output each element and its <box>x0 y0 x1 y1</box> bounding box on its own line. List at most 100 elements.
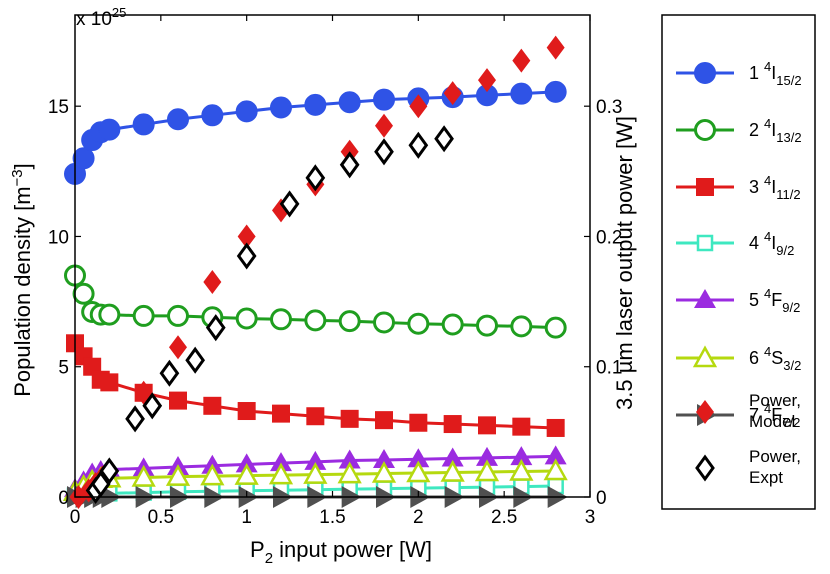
power-expt-point <box>185 346 206 374</box>
series-2-point <box>132 304 155 327</box>
power-model-point <box>409 94 428 119</box>
power-expt-point <box>279 190 300 218</box>
series-2-point <box>270 308 292 331</box>
power-expt-point <box>205 314 226 342</box>
series-3-point <box>375 411 393 430</box>
legend-entry-4: 4 4I9/2 <box>676 229 794 258</box>
series-6-point <box>303 462 328 484</box>
legend-marker <box>692 345 718 368</box>
series-1-point <box>373 88 395 111</box>
series-3-point <box>512 417 531 436</box>
y-right-label: 3.5 µm laser output power [W] <box>612 116 637 410</box>
y-right-tick-label: 0.1 <box>596 358 622 379</box>
x-tick-label: 1.5 <box>319 507 345 528</box>
series-5-point <box>544 445 567 465</box>
power-model-point <box>375 113 393 138</box>
series-6-point <box>474 459 500 482</box>
power-model-point <box>478 68 496 93</box>
legend-label: 5 4F9/2 <box>749 286 800 315</box>
power-expt-point <box>99 457 120 485</box>
legend-label-line1: Power, <box>749 447 801 466</box>
series-5-point <box>373 449 395 469</box>
legend-label: 1 4I15/2 <box>749 59 802 88</box>
series-6-point <box>509 458 534 481</box>
power-model-point <box>237 224 256 249</box>
legend-marker <box>694 289 716 308</box>
series-6-point <box>406 460 431 483</box>
x-tick-label: 1 <box>241 507 252 528</box>
power-model-point <box>546 35 565 60</box>
x-tick-label: 0 <box>70 507 81 528</box>
power-expt-point <box>125 405 145 433</box>
power-model-point <box>203 270 222 295</box>
series-6-point <box>371 460 397 483</box>
series-6-point <box>268 462 294 485</box>
series-6-point <box>543 458 568 481</box>
exponent-label: x 1025 <box>76 5 126 30</box>
legend-marker <box>696 234 714 252</box>
power-expt-point <box>339 151 360 179</box>
power-expt-series <box>85 125 454 505</box>
legend-label-line1: Power, <box>749 391 801 410</box>
power-expt-point <box>305 164 326 192</box>
power-expt-point <box>374 138 394 166</box>
x-tick-label: 0.5 <box>148 507 174 528</box>
legend-label: 2 4I13/2 <box>749 116 802 145</box>
series-1-point <box>270 96 292 119</box>
power-model-point <box>512 48 531 73</box>
y-right-tick-label: 0.2 <box>596 227 622 248</box>
y-left-label: Population density [m−3] <box>9 163 35 397</box>
series-2-point <box>98 303 121 326</box>
series-2-point <box>544 316 567 339</box>
series-1-point <box>98 118 121 141</box>
legend-entry-5: 5 4F9/2 <box>676 286 800 315</box>
legend-label: 4 4I9/2 <box>749 229 794 258</box>
legend-entry-2: 2 4I13/2 <box>676 116 802 145</box>
series-5-point <box>235 453 258 473</box>
legend-marker <box>694 62 716 84</box>
legend-label: 7 4F7/2 <box>749 401 800 430</box>
series-3-point <box>203 396 222 415</box>
y-left-tick-label: 5 <box>58 358 69 379</box>
series-3-point <box>306 407 325 426</box>
series-3-point <box>169 391 187 410</box>
series-3-point <box>272 404 290 423</box>
series-2-point <box>373 311 395 334</box>
legend-label: 6 4S3/2 <box>749 344 801 373</box>
x-tick-label: 2 <box>413 507 424 528</box>
x-tick-label: 2.5 <box>491 507 517 528</box>
power-expt-point <box>408 131 429 159</box>
series-2-point <box>72 282 95 305</box>
series-2-point <box>510 315 533 338</box>
series-6-point <box>234 463 259 485</box>
series-5-point <box>407 448 430 468</box>
legend-marker <box>696 400 714 424</box>
series-1-point <box>510 82 533 105</box>
series-1-point <box>235 100 258 123</box>
power-expt-point <box>236 242 257 270</box>
series-3-point <box>100 373 119 392</box>
power-expt-point <box>434 125 454 153</box>
power-model-point <box>443 81 462 106</box>
series-1-point <box>201 104 224 127</box>
series-6-point <box>165 464 191 486</box>
legend-entry-power-model: Power, Model <box>696 391 801 431</box>
series-6-point <box>440 459 465 482</box>
legend: 1 4I15/2 2 4I13/2 3 4I11/2 4 4I9/2 5 4F9/2 6 … <box>661 14 816 510</box>
series-2-point <box>304 309 327 332</box>
series-5-point <box>441 447 464 467</box>
series-6-point <box>337 461 362 484</box>
series-2-point <box>167 304 189 327</box>
legend-entry-3: 3 4I11/2 <box>676 173 801 202</box>
legend-label: 3 4I11/2 <box>749 173 801 202</box>
y-left-tick-label: 15 <box>48 97 69 118</box>
power-expt-point <box>90 470 111 498</box>
legend-marker <box>694 119 716 141</box>
power-expt-point <box>142 392 163 420</box>
legend-marker <box>696 178 714 196</box>
series-3-point <box>237 402 256 421</box>
series-2-point <box>407 312 430 335</box>
series-3-point <box>443 415 462 434</box>
